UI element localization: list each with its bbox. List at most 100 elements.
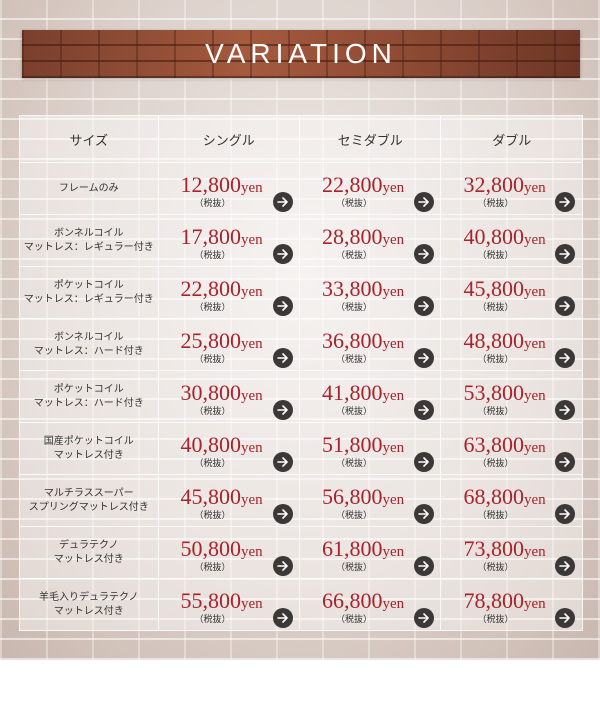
tax-note: （税抜） — [336, 407, 373, 417]
tax-note: （税抜） — [194, 251, 231, 261]
arrow-right-button[interactable] — [555, 400, 576, 420]
price-value: 51,800 — [322, 432, 383, 457]
arrow-right-button[interactable] — [555, 608, 576, 628]
row-label-line: マットレス付き — [53, 449, 124, 461]
price-cell-semi-double: 22,800yen （税抜） — [298, 162, 442, 215]
arrow-right-button[interactable] — [555, 504, 576, 524]
price-value: 30,800 — [180, 380, 242, 405]
price-value: 22,800 — [180, 276, 242, 301]
arrow-right-button[interactable] — [555, 296, 576, 316]
price-unit: yen — [523, 284, 546, 300]
price-value: 73,800 — [463, 536, 524, 561]
row-label-line: マットレス付き — [53, 605, 124, 617]
arrow-right-icon — [276, 301, 288, 311]
row-label: 羊毛入りデュラテクノ マットレス付き — [19, 578, 159, 631]
row-label-line: ボンネルコイル — [53, 227, 124, 239]
tax-note: （税抜） — [477, 251, 514, 261]
arrow-right-button[interactable] — [414, 452, 434, 472]
table-row: ボンネルコイル マットレス：ハード付き 25,800yen （税抜） 36,800yen… — [19, 318, 583, 371]
arrow-right-button[interactable] — [555, 452, 576, 472]
arrow-right-button[interactable] — [272, 348, 293, 368]
arrow-right-button[interactable] — [272, 244, 293, 264]
price-value: 68,800 — [463, 484, 524, 509]
arrow-right-button[interactable] — [272, 452, 293, 472]
tax-note: （税抜） — [477, 303, 514, 313]
arrow-right-button[interactable] — [555, 556, 576, 576]
price-cell-single: 22,800yen （税抜） — [157, 266, 301, 319]
price-value: 56,800 — [322, 484, 383, 509]
price-cell-double: 48,800yen （税抜） — [440, 318, 583, 371]
arrow-right-button[interactable] — [272, 608, 293, 628]
tax-note: （税抜） — [477, 199, 514, 209]
price: 22,800yen — [322, 172, 404, 198]
price-unit: yen — [382, 232, 405, 248]
price-unit: yen — [241, 232, 263, 248]
price-unit: yen — [382, 440, 405, 456]
arrow-right-button[interactable] — [414, 608, 434, 628]
arrow-right-icon — [559, 301, 571, 311]
price: 45,800yen — [463, 276, 545, 302]
price: 78,800yen — [463, 588, 545, 614]
price-unit: yen — [523, 440, 546, 456]
price-value: 45,800 — [180, 484, 242, 509]
row-label-line: 羊毛入りデュラテクノ — [39, 591, 139, 603]
price-cell-double: 68,800yen （税抜） — [440, 474, 583, 527]
arrow-right-icon — [559, 509, 571, 519]
variation-table: サイズ シングル セミダブル ダブル フレームのみ 12,800yen （税抜） 22… — [19, 115, 583, 631]
price: 12,800yen — [181, 172, 263, 198]
row-label: デュラテクノ マットレス付き — [19, 526, 159, 579]
arrow-right-button[interactable] — [555, 348, 576, 368]
arrow-right-button[interactable] — [272, 296, 293, 316]
price: 68,800yen — [463, 484, 545, 510]
price: 41,800yen — [322, 380, 404, 406]
price-cell-single: 50,800yen （税抜） — [157, 526, 301, 579]
price: 45,800yen — [181, 484, 263, 510]
row-label: ポケットコイル マットレス：レギュラー付き — [19, 266, 159, 319]
arrow-right-button[interactable] — [555, 244, 576, 264]
price-cell-semi-double: 36,800yen （税抜） — [298, 318, 442, 371]
arrow-right-icon — [559, 405, 571, 415]
row-label-line: ボンネルコイル — [53, 331, 124, 343]
tax-note: （税抜） — [336, 615, 373, 625]
variation-banner: VARIATION — [22, 30, 580, 78]
price-value: 36,800 — [322, 328, 383, 353]
arrow-right-icon — [559, 197, 571, 207]
row-label: マルチラススーパー スプリングマットレス付き — [19, 474, 159, 527]
arrow-right-button[interactable] — [272, 504, 293, 524]
tax-note: （税抜） — [477, 563, 514, 573]
price-unit: yen — [241, 336, 263, 352]
arrow-right-button[interactable] — [555, 192, 576, 212]
arrow-right-icon — [276, 197, 288, 207]
price-unit: yen — [523, 596, 546, 612]
row-label-line: スプリングマットレス付き — [28, 501, 149, 513]
price-value: 78,800 — [463, 588, 524, 613]
price-value: 66,800 — [322, 588, 383, 613]
arrow-right-icon — [559, 249, 571, 259]
arrow-right-button[interactable] — [414, 244, 434, 264]
arrow-right-button[interactable] — [272, 556, 293, 576]
arrow-right-button[interactable] — [414, 296, 434, 316]
tax-note: （税抜） — [477, 511, 514, 521]
price-cell-double: 53,800yen （税抜） — [440, 370, 583, 423]
price-unit: yen — [523, 492, 546, 508]
arrow-right-button[interactable] — [414, 504, 434, 524]
arrow-right-button[interactable] — [414, 556, 434, 576]
arrow-right-button[interactable] — [414, 348, 434, 368]
arrow-right-icon — [276, 353, 288, 363]
row-label-line: ポケットコイル — [53, 383, 124, 395]
tax-note: （税抜） — [477, 615, 514, 625]
table-header-row: サイズ シングル セミダブル ダブル — [19, 115, 583, 163]
price-value: 53,800 — [463, 380, 524, 405]
arrow-right-button[interactable] — [414, 400, 434, 420]
price: 30,800yen — [181, 380, 263, 406]
tax-note: （税抜） — [194, 459, 231, 469]
price-unit: yen — [523, 388, 546, 404]
tax-note: （税抜） — [336, 199, 373, 209]
arrow-right-button[interactable] — [272, 192, 293, 212]
tax-note: （税抜） — [477, 407, 514, 417]
price-cell-semi-double: 66,800yen （税抜） — [298, 578, 442, 631]
price-cell-single: 40,800yen （税抜） — [157, 422, 301, 475]
arrow-right-button[interactable] — [272, 400, 293, 420]
price-unit: yen — [382, 336, 405, 352]
arrow-right-button[interactable] — [414, 192, 434, 212]
